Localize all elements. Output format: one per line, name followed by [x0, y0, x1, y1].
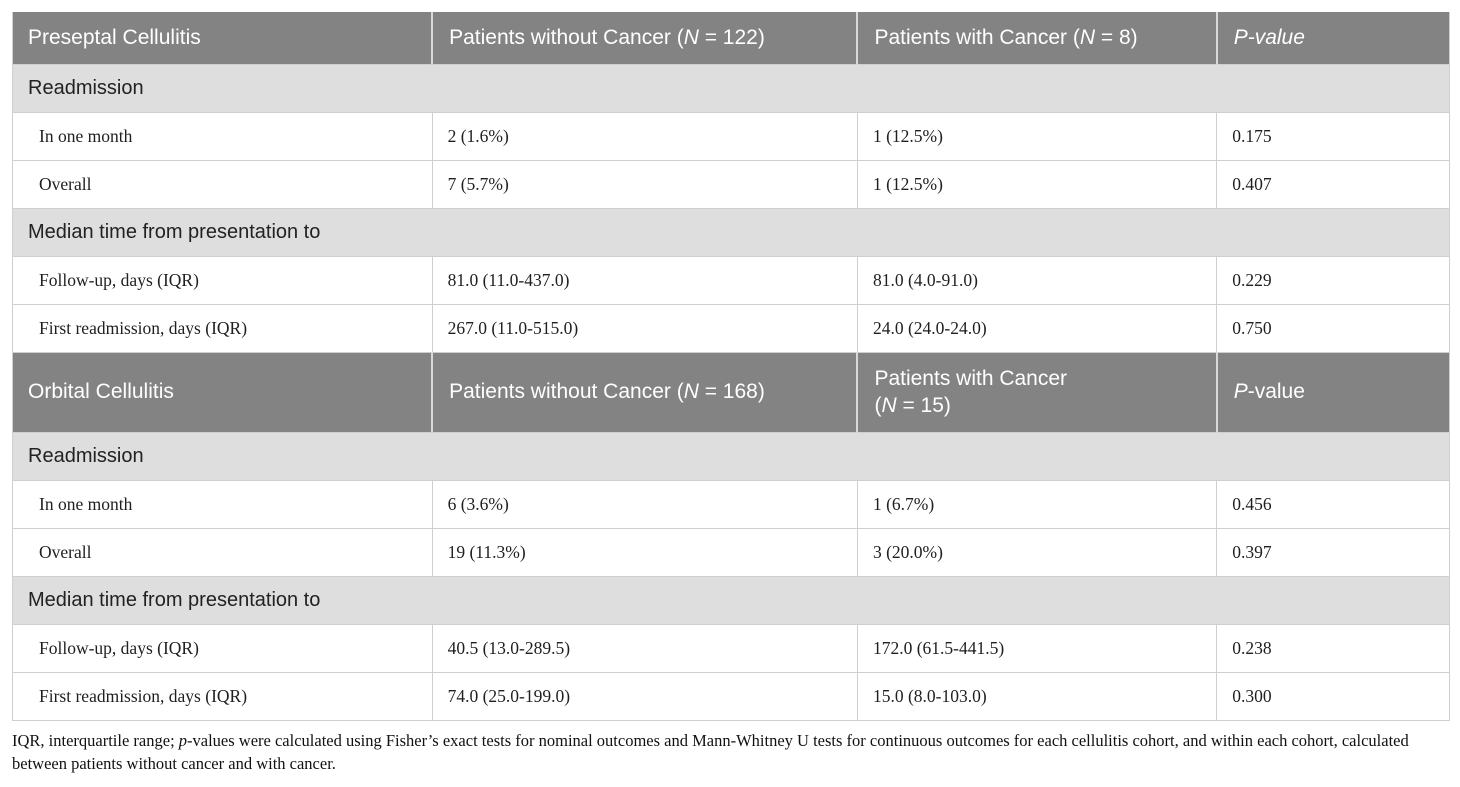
orbital-col-p-value: P-value: [1215, 352, 1450, 433]
section-label: Readmission: [12, 431, 1450, 481]
row-label: In one month: [12, 480, 433, 529]
cell-with-cancer: 15.0 (8.0-103.0): [856, 672, 1217, 721]
orbital-title-cell: Orbital Cellulitis: [12, 352, 433, 433]
row-label: Follow-up, days (IQR): [12, 624, 433, 673]
outcomes-table: Preseptal Cellulitis Patients without Ca…: [12, 12, 1450, 721]
table-row: In one month 6 (3.6%) 1 (6.7%) 0.456: [12, 480, 1450, 529]
row-label: Overall: [12, 160, 433, 210]
cell-with-cancer: 81.0 (4.0-91.0): [856, 256, 1217, 306]
table-row: In one month 2 (1.6%) 1 (12.5%) 0.175: [12, 112, 1450, 162]
cell-p-value: 0.175: [1216, 112, 1450, 162]
cell-without-cancer: 81.0 (11.0-437.0): [431, 256, 858, 306]
preseptal-section-readmission: Readmission: [12, 64, 1450, 114]
preseptal-col-with-cancer: Patients with Cancer (N = 8): [856, 12, 1217, 65]
cell-without-cancer: 7 (5.7%): [431, 160, 858, 210]
orbital-header-row: Orbital Cellulitis Patients without Canc…: [12, 352, 1450, 433]
orbital-col-without-cancer: Patients without Cancer (N = 168): [431, 352, 858, 433]
row-label: First readmission, days (IQR): [12, 672, 433, 721]
cell-without-cancer: 6 (3.6%): [431, 480, 858, 529]
table-row: Overall 7 (5.7%) 1 (12.5%) 0.407: [12, 160, 1450, 210]
orbital-col-with-cancer: Patients with Cancer (N = 15): [856, 352, 1217, 433]
cell-without-cancer: 40.5 (13.0-289.5): [431, 624, 858, 673]
cell-with-cancer: 1 (12.5%): [856, 112, 1217, 162]
table-footnote: IQR, interquartile range; p-values were …: [12, 730, 1409, 774]
table-row: Overall 19 (11.3%) 3 (20.0%) 0.397: [12, 528, 1450, 577]
row-label: Overall: [12, 528, 433, 577]
orbital-section-readmission: Readmission: [12, 431, 1450, 481]
table-row: First readmission, days (IQR) 267.0 (11.…: [12, 304, 1450, 354]
section-label: Readmission: [12, 64, 1450, 114]
preseptal-section-median-time: Median time from presentation to: [12, 208, 1450, 258]
cell-p-value: 0.300: [1216, 672, 1450, 721]
table-row: Follow-up, days (IQR) 40.5 (13.0-289.5) …: [12, 624, 1450, 673]
cell-with-cancer: 3 (20.0%): [856, 528, 1217, 577]
row-label: First readmission, days (IQR): [12, 304, 433, 354]
table-row: First readmission, days (IQR) 74.0 (25.0…: [12, 672, 1450, 721]
table-row: Follow-up, days (IQR) 81.0 (11.0-437.0) …: [12, 256, 1450, 306]
orbital-section-median-time: Median time from presentation to: [12, 575, 1450, 625]
cell-with-cancer: 1 (12.5%): [856, 160, 1217, 210]
cell-without-cancer: 19 (11.3%): [431, 528, 858, 577]
row-label: In one month: [12, 112, 433, 162]
cell-with-cancer: 1 (6.7%): [856, 480, 1217, 529]
cell-p-value: 0.750: [1216, 304, 1450, 354]
section-label: Median time from presentation to: [12, 575, 1450, 625]
cell-p-value: 0.238: [1216, 624, 1450, 673]
cell-p-value: 0.407: [1216, 160, 1450, 210]
section-label: Median time from presentation to: [12, 208, 1450, 258]
cell-with-cancer: 24.0 (24.0-24.0): [856, 304, 1217, 354]
cell-p-value: 0.456: [1216, 480, 1450, 529]
cell-p-value: 0.229: [1216, 256, 1450, 306]
cell-p-value: 0.397: [1216, 528, 1450, 577]
preseptal-col-p-value: P-value: [1215, 12, 1450, 65]
cell-with-cancer: 172.0 (61.5-441.5): [856, 624, 1217, 673]
preseptal-title-cell: Preseptal Cellulitis: [12, 12, 433, 65]
cell-without-cancer: 267.0 (11.0-515.0): [431, 304, 858, 354]
cell-without-cancer: 2 (1.6%): [431, 112, 858, 162]
cell-without-cancer: 74.0 (25.0-199.0): [431, 672, 858, 721]
preseptal-header-row: Preseptal Cellulitis Patients without Ca…: [12, 12, 1450, 65]
preseptal-col-without-cancer: Patients without Cancer (N = 122): [431, 12, 858, 65]
row-label: Follow-up, days (IQR): [12, 256, 433, 306]
